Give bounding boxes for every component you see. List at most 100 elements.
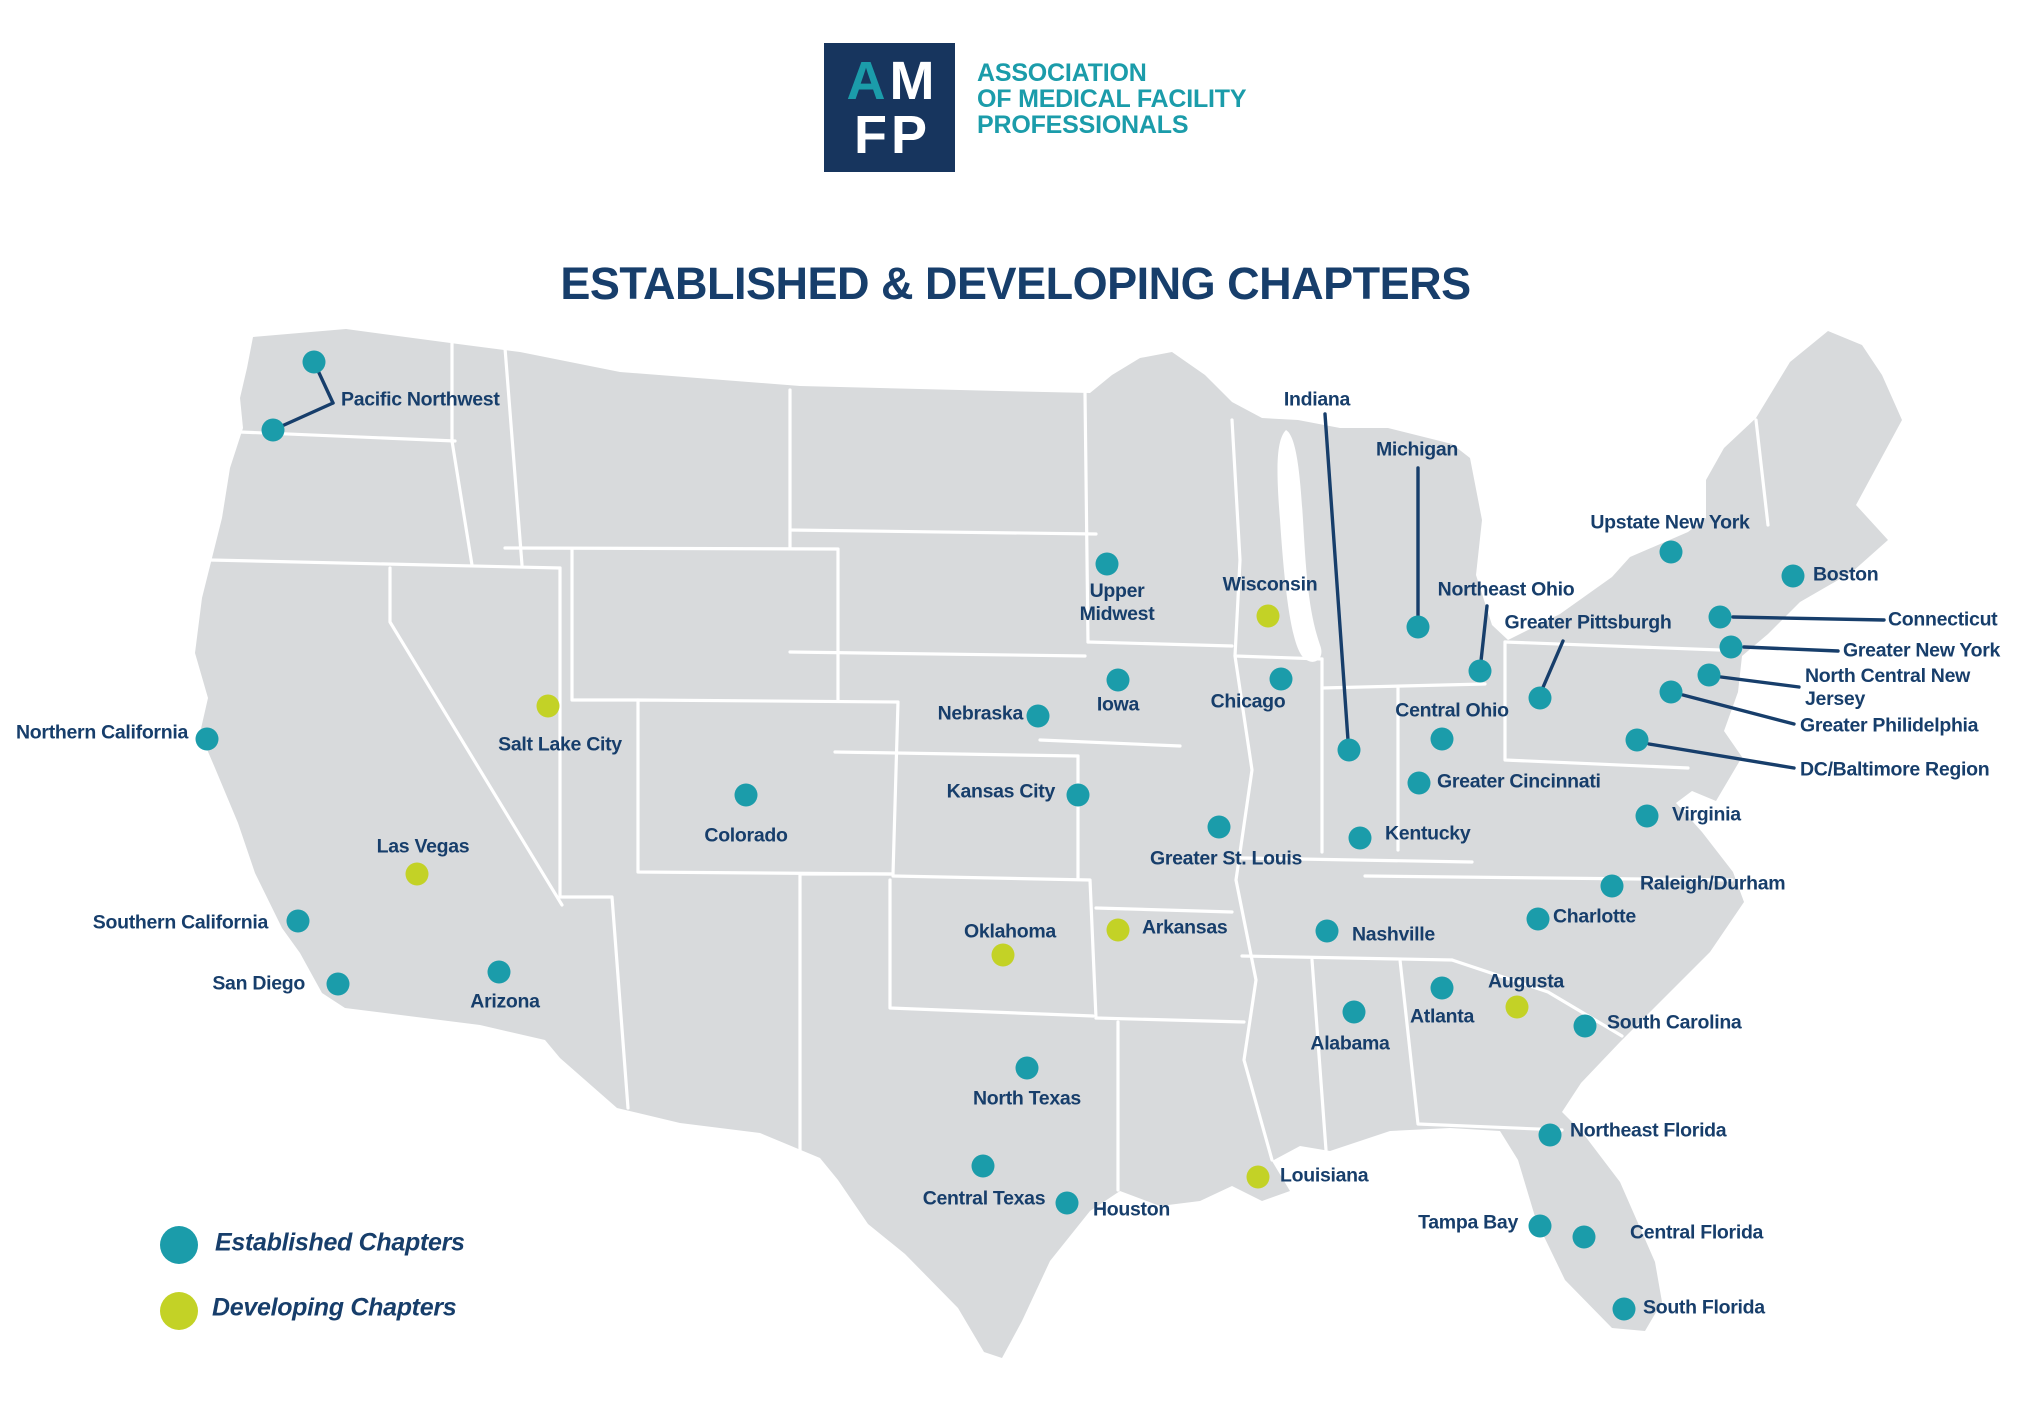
chapter-label-alabama: Alabama [1310, 1032, 1390, 1055]
chapter-dot-salt-lake-city [536, 694, 560, 718]
chapter-label-san-diego: San Diego [212, 972, 305, 995]
chapter-dot-louisiana [1246, 1165, 1270, 1189]
chapter-dot-iowa [1106, 668, 1130, 692]
connector-line-north-central-new-jersey [1719, 675, 1801, 689]
chapter-label-las-vegas: Las Vegas [376, 835, 470, 858]
chapter-dot-alabama [1342, 1000, 1366, 1024]
chapter-label-south-florida: South Florida [1643, 1296, 1765, 1319]
chapter-dot-connecticut [1708, 605, 1732, 629]
chapter-dot-boston [1781, 564, 1805, 588]
chapter-dot-colorado [734, 783, 758, 807]
chapter-label-central-ohio: Central Ohio [1395, 699, 1509, 722]
chapter-dots [195, 350, 1805, 1321]
chapter-dot-greater-philidelphia [1659, 680, 1683, 704]
chapter-label-upper-midwest: Upper Midwest [1079, 580, 1155, 625]
lake-michigan [1277, 430, 1322, 662]
logo-letter-f: F [853, 104, 887, 165]
connector-line-connecticut [1731, 615, 1886, 622]
chapter-label-colorado: Colorado [704, 824, 788, 847]
chapter-label-virginia: Virginia [1672, 803, 1741, 826]
chapter-dot-central-florida [1572, 1225, 1596, 1249]
chapter-dot-greater-pittsburgh [1528, 686, 1552, 710]
chapter-label-dc-baltimore-region: DC/Baltimore Region [1800, 758, 1990, 781]
chapter-label-kentucky: Kentucky [1385, 822, 1471, 845]
chapter-label-north-texas: North Texas [973, 1087, 1081, 1110]
chapter-label-chicago: Chicago [1210, 690, 1286, 713]
chapter-dot-north-central-new-jersey [1697, 663, 1721, 687]
chapter-dot-upstate-new-york [1659, 540, 1683, 564]
chapter-dot-north-texas [1015, 1056, 1039, 1080]
chapter-dot-greater-new-york [1719, 635, 1743, 659]
chapter-dot-oklahoma [991, 943, 1015, 967]
logo-letter-a: A [846, 50, 886, 111]
chapter-label-atlanta: Atlanta [1410, 1005, 1474, 1028]
chapter-label-north-central-new-jersey: North Central New Jersey [1805, 665, 1971, 710]
us-landmass [195, 329, 1902, 1358]
chapter-dot-northern-california [195, 727, 219, 751]
chapter-dot-arizona [487, 960, 511, 984]
chapter-dot-wisconsin [1256, 604, 1280, 628]
chapter-label-arizona: Arizona [470, 990, 540, 1013]
chapter-dot-southern-california [286, 909, 310, 933]
chapter-label-charlotte: Charlotte [1553, 905, 1636, 928]
chapter-label-tampa-bay: Tampa Bay [1418, 1211, 1518, 1234]
chapter-label-iowa: Iowa [1096, 693, 1140, 716]
chapter-label-central-texas: Central Texas [922, 1187, 1046, 1210]
chapter-label-greater-philidelphia: Greater Philidelphia [1800, 714, 1979, 737]
chapter-label-greater-cincinnati: Greater Cincinnati [1437, 770, 1601, 793]
chapter-dot-dc-baltimore-region [1625, 728, 1649, 752]
chapter-dot-las-vegas [405, 862, 429, 886]
chapter-dot-nashville [1315, 919, 1339, 943]
chapter-label-southern-california: Southern California [92, 911, 269, 934]
connector-line-indiana [1323, 412, 1350, 742]
chapter-label-northern-california: Northern California [16, 721, 188, 744]
chapter-label-greater-st-louis: Greater St. Louis [1149, 847, 1303, 870]
chapter-label-northeast-ohio: Northeast Ohio [1437, 578, 1575, 601]
chapter-label-oklahoma: Oklahoma [964, 920, 1056, 943]
chapter-label-upstate-new-york: Upstate New York [1590, 511, 1750, 534]
chapter-dot-michigan [1406, 615, 1430, 639]
connector-line-dc-baltimore-region [1647, 742, 1796, 770]
connector-line-greater-new-york [1742, 645, 1840, 653]
chapter-dot-central-ohio [1430, 727, 1454, 751]
chapter-label-houston: Houston [1093, 1198, 1170, 1221]
chapter-dot-pacific-northwest [302, 350, 326, 374]
chapter-label-michigan: Michigan [1375, 438, 1459, 461]
chapter-label-northeast-florida: Northeast Florida [1570, 1119, 1727, 1142]
state-borders [208, 333, 1770, 1192]
chapter-dot-san-diego [326, 972, 350, 996]
chapter-dot-central-texas [971, 1154, 995, 1178]
chapter-label-augusta: Augusta [1488, 970, 1564, 993]
chapter-label-boston: Boston [1813, 563, 1879, 586]
chapter-dot-northeast-ohio [1468, 659, 1492, 683]
chapter-dot-northeast-florida [1538, 1123, 1562, 1147]
chapter-dot-houston [1055, 1191, 1079, 1215]
connector-line-greater-pittsburgh [1539, 639, 1565, 694]
chapter-label-salt-lake-city: Salt Lake City [498, 733, 622, 756]
chapter-dot-greater-st-louis [1207, 815, 1231, 839]
chapter-dot-indiana [1337, 738, 1361, 762]
chapter-dot-kansas-city [1066, 783, 1090, 807]
chapter-dot-tampa-bay [1528, 1214, 1552, 1238]
chapter-dot-kentucky [1348, 826, 1372, 850]
chapter-dot-greater-cincinnati [1407, 771, 1431, 795]
chapter-dot-south-carolina [1573, 1014, 1597, 1038]
chapter-dot-chicago [1269, 667, 1293, 691]
chapter-dot-nebraska [1026, 704, 1050, 728]
chapter-label-nebraska: Nebraska [937, 702, 1024, 725]
logo-letter-p: P [890, 104, 927, 165]
chapter-label-louisiana: Louisiana [1280, 1164, 1369, 1187]
chapter-label-pacific-northwest: Pacific Northwest [341, 388, 500, 411]
chapter-dot-atlanta [1430, 976, 1454, 1000]
chapter-dot-charlotte [1526, 907, 1550, 931]
chapter-label-kansas-city: Kansas City [946, 780, 1056, 803]
connector-line-northeast-ohio [1479, 604, 1489, 663]
chapter-dot-arkansas [1106, 918, 1130, 942]
page-title: ESTABLISHED & DEVELOPING CHAPTERS [560, 258, 1471, 310]
chapter-label-greater-new-york: Greater New York [1843, 639, 2001, 662]
